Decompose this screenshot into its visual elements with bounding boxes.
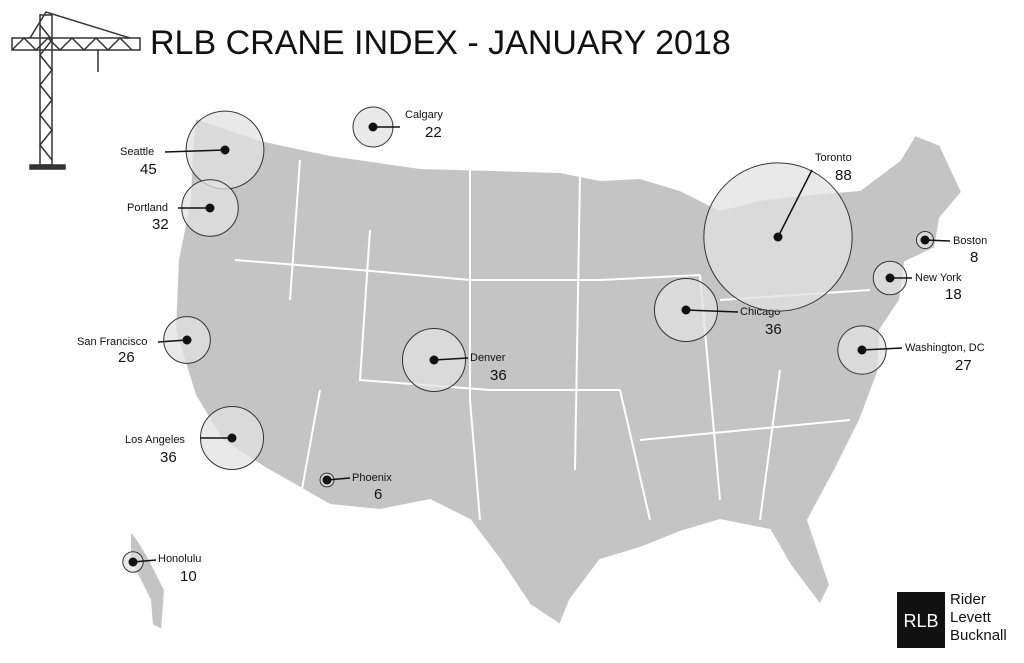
crane-icon xyxy=(11,11,141,170)
leader-line xyxy=(861,347,903,351)
logo: RLB Rider Levett Bucknall xyxy=(897,591,1007,648)
city-markers: Calgary 22 Seattle 45 Portland 32 San Francisc… xyxy=(77,106,987,585)
leader-line xyxy=(326,477,351,481)
city-name: Denver xyxy=(470,352,506,364)
city-value: 32 xyxy=(152,216,169,233)
city-name: Seattle xyxy=(120,146,154,158)
city-name: Calgary xyxy=(405,109,443,121)
city-value: 10 xyxy=(180,568,197,585)
city-value: 36 xyxy=(160,449,177,466)
leader-line xyxy=(777,169,813,238)
city-value: 22 xyxy=(425,124,442,141)
city-name: Honolulu xyxy=(158,553,201,565)
city-value: 6 xyxy=(374,486,382,503)
city-value: 27 xyxy=(955,357,972,374)
city-name: Toronto xyxy=(815,152,852,164)
logo-line: Rider xyxy=(950,591,986,608)
leader-line xyxy=(685,309,739,313)
logo-line: Bucknall xyxy=(950,627,1007,644)
city-value: 36 xyxy=(490,367,507,384)
leader-line xyxy=(157,339,188,343)
city-name: Phoenix xyxy=(352,472,392,484)
city-value: 8 xyxy=(970,249,978,266)
city-value: 18 xyxy=(945,286,962,303)
logo-mark: RLB xyxy=(903,611,938,631)
city-value: 26 xyxy=(118,349,135,366)
city-name: San Francisco xyxy=(77,336,147,348)
leader-line xyxy=(924,239,951,242)
leader-line xyxy=(433,357,469,361)
city-name: Washington, DC xyxy=(905,342,985,354)
title: RLB CRANE INDEX - JANUARY 2018 xyxy=(150,24,731,62)
city-name: Los Angeles xyxy=(125,434,185,446)
city-name: New York xyxy=(915,272,962,284)
leader-line xyxy=(164,149,226,153)
logo-line: Levett xyxy=(950,609,992,626)
city-value: 88 xyxy=(835,167,852,184)
city-name: Boston xyxy=(953,235,987,247)
city-value: 36 xyxy=(765,321,782,338)
city-value: 45 xyxy=(140,161,157,178)
city-name: Portland xyxy=(127,202,168,214)
leader-line xyxy=(132,559,157,563)
